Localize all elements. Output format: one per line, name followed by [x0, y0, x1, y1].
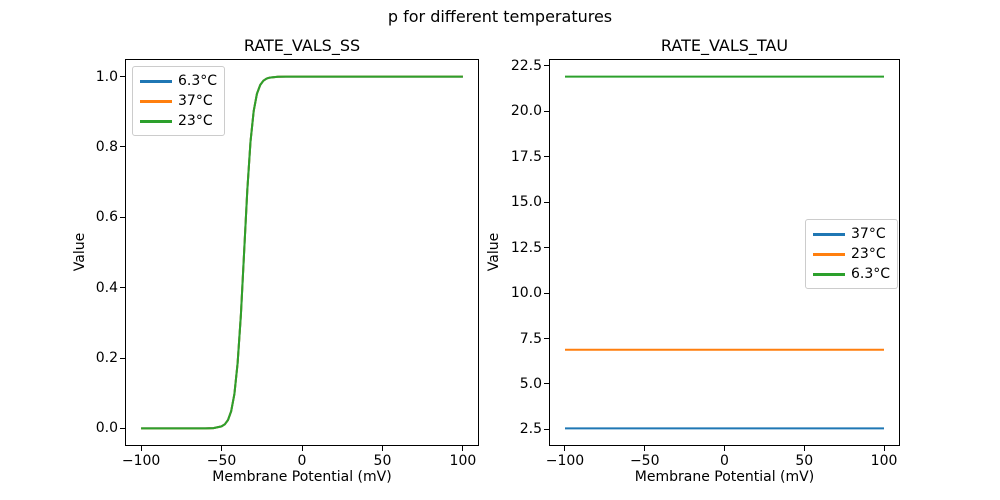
y-tick-mark: [120, 427, 125, 429]
legend-label: 23°C: [178, 113, 213, 129]
legend-entry: 23°C: [140, 111, 217, 131]
x-tick-label: 100: [449, 453, 477, 469]
legend-line-sample: [813, 232, 845, 236]
tau-axes: −100 −50 0 50 100 2.5 5.0 7.5 10.0 12.5 15.0 17.5 20…: [511, 58, 900, 469]
y-tick-label: 0.2: [95, 350, 118, 367]
x-tick-label: −100: [545, 453, 585, 469]
x-tick-mark: [883, 446, 885, 451]
y-tick-label: 0.6: [95, 209, 118, 226]
y-tick-mark: [544, 383, 549, 385]
legend-line-sample: [813, 272, 845, 276]
y-tick-label: 22.5: [510, 57, 542, 74]
legend-line-sample: [813, 252, 845, 256]
legend-entry: 37°C: [813, 224, 890, 244]
x-tick-mark: [221, 446, 223, 451]
legend-line-sample: [140, 119, 172, 123]
x-tick-label: 0: [720, 453, 729, 469]
y-tick-label: 0.0: [95, 420, 118, 437]
y-tick-label: 0.8: [95, 138, 118, 155]
x-tick-label: −50: [206, 453, 237, 469]
x-tick-label: −50: [629, 453, 660, 469]
series-line-23°C: [141, 75, 463, 430]
ss-axes-title: RATE_VALS_SS: [243, 36, 361, 55]
tau-axes-title: RATE_VALS_TAU: [660, 36, 789, 55]
legend-entry: 6.3°C: [813, 264, 890, 284]
y-tick-label: 15.0: [510, 194, 542, 211]
y-tick-label: 2.5: [519, 421, 542, 438]
y-tick-mark: [544, 292, 549, 294]
y-tick-label: 17.5: [510, 148, 542, 165]
y-tick-label: 20.0: [510, 103, 542, 120]
x-tick-mark: [301, 446, 303, 451]
y-tick-mark: [120, 76, 125, 78]
y-tick-label: 10.0: [510, 285, 542, 302]
x-tick-label: 100: [870, 453, 898, 469]
legend-entry: 6.3°C: [140, 71, 217, 91]
ss-axes: −100 −50 0 50 100 0.0 0.2 0.4 0.6 0.8 1.0 6.3°C 37°…: [96, 59, 479, 469]
y-tick-label: 0.4: [95, 279, 118, 296]
y-tick-mark: [544, 247, 549, 249]
x-tick-mark: [462, 446, 464, 451]
legend-label: 6.3°C: [851, 266, 891, 282]
x-tick-mark: [803, 446, 805, 451]
y-tick-mark: [120, 287, 125, 289]
y-tick-mark: [544, 110, 549, 112]
y-tick-mark: [544, 156, 549, 158]
y-tick-mark: [544, 428, 549, 430]
ss-xaxis-label: Membrane Potential (mV): [212, 469, 392, 485]
figure-suptitle: p for different temperatures: [387, 7, 613, 26]
y-tick-label: 1.0: [95, 68, 118, 85]
legend-label: 37°C: [178, 93, 213, 109]
tau-plot-canvas: [565, 75, 884, 430]
y-tick-mark: [120, 357, 125, 359]
x-tick-label: 0: [297, 453, 307, 469]
tau-legend: 37°C 23°C 6.3°C: [805, 219, 899, 289]
legend-entry: 37°C: [140, 91, 217, 111]
y-tick-label: 5.0: [519, 375, 542, 392]
ss-legend: 6.3°C 37°C 23°C: [132, 66, 226, 136]
tau-yaxis-label: Value: [486, 232, 502, 272]
legend-entry: 23°C: [813, 244, 890, 264]
ss-plot-canvas: [141, 75, 463, 430]
legend-line-sample: [140, 99, 172, 103]
y-tick-mark: [120, 146, 125, 148]
y-tick-mark: [544, 201, 549, 203]
y-tick-label: 7.5: [519, 330, 542, 347]
legend-line-sample: [140, 79, 172, 83]
ss-yaxis-label: Value: [72, 232, 88, 272]
x-tick-mark: [644, 446, 646, 451]
x-tick-label: −100: [121, 453, 161, 469]
x-tick-label: 50: [373, 453, 392, 469]
tau-xaxis-label: Membrane Potential (mV): [634, 469, 815, 485]
legend-label: 37°C: [851, 226, 886, 242]
x-tick-mark: [724, 446, 725, 451]
y-tick-mark: [544, 338, 549, 340]
x-tick-label: 50: [795, 453, 814, 469]
x-tick-mark: [140, 446, 142, 451]
legend-label: 23°C: [851, 246, 886, 262]
x-tick-mark: [564, 446, 566, 451]
x-tick-mark: [381, 446, 383, 451]
legend-label: 6.3°C: [178, 73, 218, 89]
y-tick-label: 12.5: [510, 239, 542, 256]
y-tick-mark: [120, 216, 125, 218]
y-tick-mark: [544, 65, 549, 67]
